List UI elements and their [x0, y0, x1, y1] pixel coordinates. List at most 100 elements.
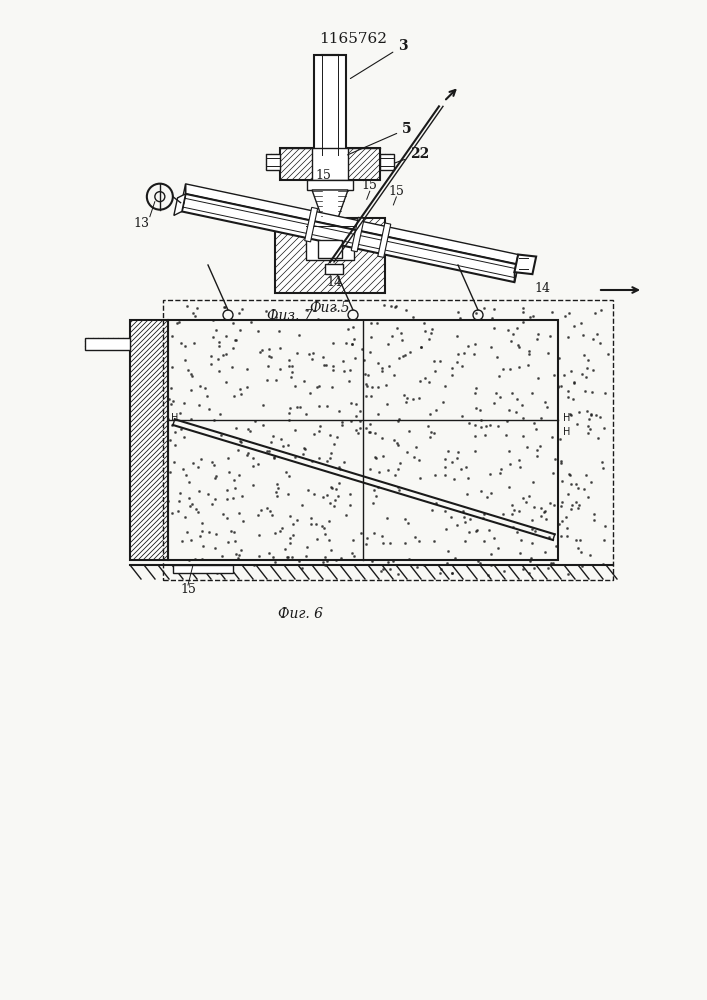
Point [511, 320, 522, 336]
Point [214, 338, 225, 354]
Point [579, 347, 590, 363]
Point [307, 351, 318, 367]
Point [273, 323, 284, 339]
Point [368, 482, 380, 498]
Point [338, 353, 349, 369]
Point [382, 336, 394, 352]
Point [350, 408, 361, 424]
Point [391, 298, 402, 314]
Point [343, 373, 354, 389]
Point [530, 523, 541, 539]
Point [164, 432, 175, 448]
Point [556, 513, 568, 529]
Point [349, 350, 361, 366]
Point [201, 388, 213, 404]
Point [526, 512, 537, 528]
Point [281, 549, 293, 565]
Point [498, 563, 510, 579]
Point [163, 493, 174, 509]
Point [196, 523, 207, 539]
Point [478, 300, 489, 316]
Point [350, 422, 361, 438]
Point [243, 421, 254, 437]
Point [381, 510, 392, 526]
Point [230, 546, 242, 562]
Point [486, 310, 498, 326]
Point [443, 543, 454, 559]
Point [377, 561, 388, 577]
Point [229, 480, 240, 496]
Point [233, 442, 244, 458]
Point [271, 484, 282, 500]
Point [439, 459, 450, 475]
Point [263, 348, 274, 364]
Text: 3: 3 [351, 39, 408, 79]
Text: 14: 14 [534, 282, 551, 295]
Point [539, 394, 551, 410]
Point [185, 382, 197, 398]
Polygon shape [182, 184, 185, 211]
Point [408, 391, 419, 407]
Point [211, 322, 222, 338]
Point [196, 551, 207, 567]
Point [494, 465, 506, 481]
Point [423, 331, 434, 347]
Point [546, 429, 557, 445]
Point [573, 500, 584, 516]
Polygon shape [312, 190, 348, 218]
Point [180, 352, 191, 368]
Point [366, 379, 378, 395]
Point [483, 567, 494, 583]
Point [341, 335, 352, 351]
Point [218, 299, 230, 315]
Point [307, 345, 318, 361]
Point [219, 299, 230, 315]
Point [527, 474, 538, 490]
Polygon shape [305, 207, 317, 242]
Point [457, 408, 468, 424]
Point [326, 379, 337, 395]
Point [298, 440, 310, 456]
Point [202, 563, 214, 579]
Point [209, 491, 221, 507]
Point [316, 518, 327, 534]
Point [584, 421, 595, 437]
Point [358, 352, 369, 368]
Point [578, 327, 589, 343]
Point [321, 453, 332, 469]
Point [536, 500, 547, 516]
Point [365, 329, 376, 345]
Point [506, 385, 518, 401]
Point [320, 557, 331, 573]
Point [544, 529, 555, 545]
Point [469, 443, 480, 459]
Point [426, 424, 437, 440]
Point [230, 420, 242, 436]
Point [479, 427, 490, 443]
Point [556, 473, 568, 489]
Point [393, 350, 404, 366]
Point [393, 566, 404, 582]
Point [206, 454, 217, 470]
Point [392, 413, 404, 429]
Point [447, 565, 458, 581]
Point [376, 363, 387, 379]
Point [325, 542, 337, 558]
Text: 4: 4 [390, 245, 420, 259]
Point [568, 374, 580, 390]
Point [585, 407, 597, 423]
Point [527, 385, 538, 401]
Point [163, 391, 175, 407]
Text: 15: 15 [180, 583, 196, 596]
Point [308, 486, 320, 502]
Point [409, 529, 421, 545]
Point [356, 341, 368, 357]
Point [169, 424, 180, 440]
Point [208, 412, 219, 428]
Point [563, 486, 574, 502]
Point [516, 397, 527, 413]
Point [325, 427, 336, 443]
Point [490, 385, 501, 401]
Point [177, 461, 189, 477]
Point [515, 532, 527, 548]
